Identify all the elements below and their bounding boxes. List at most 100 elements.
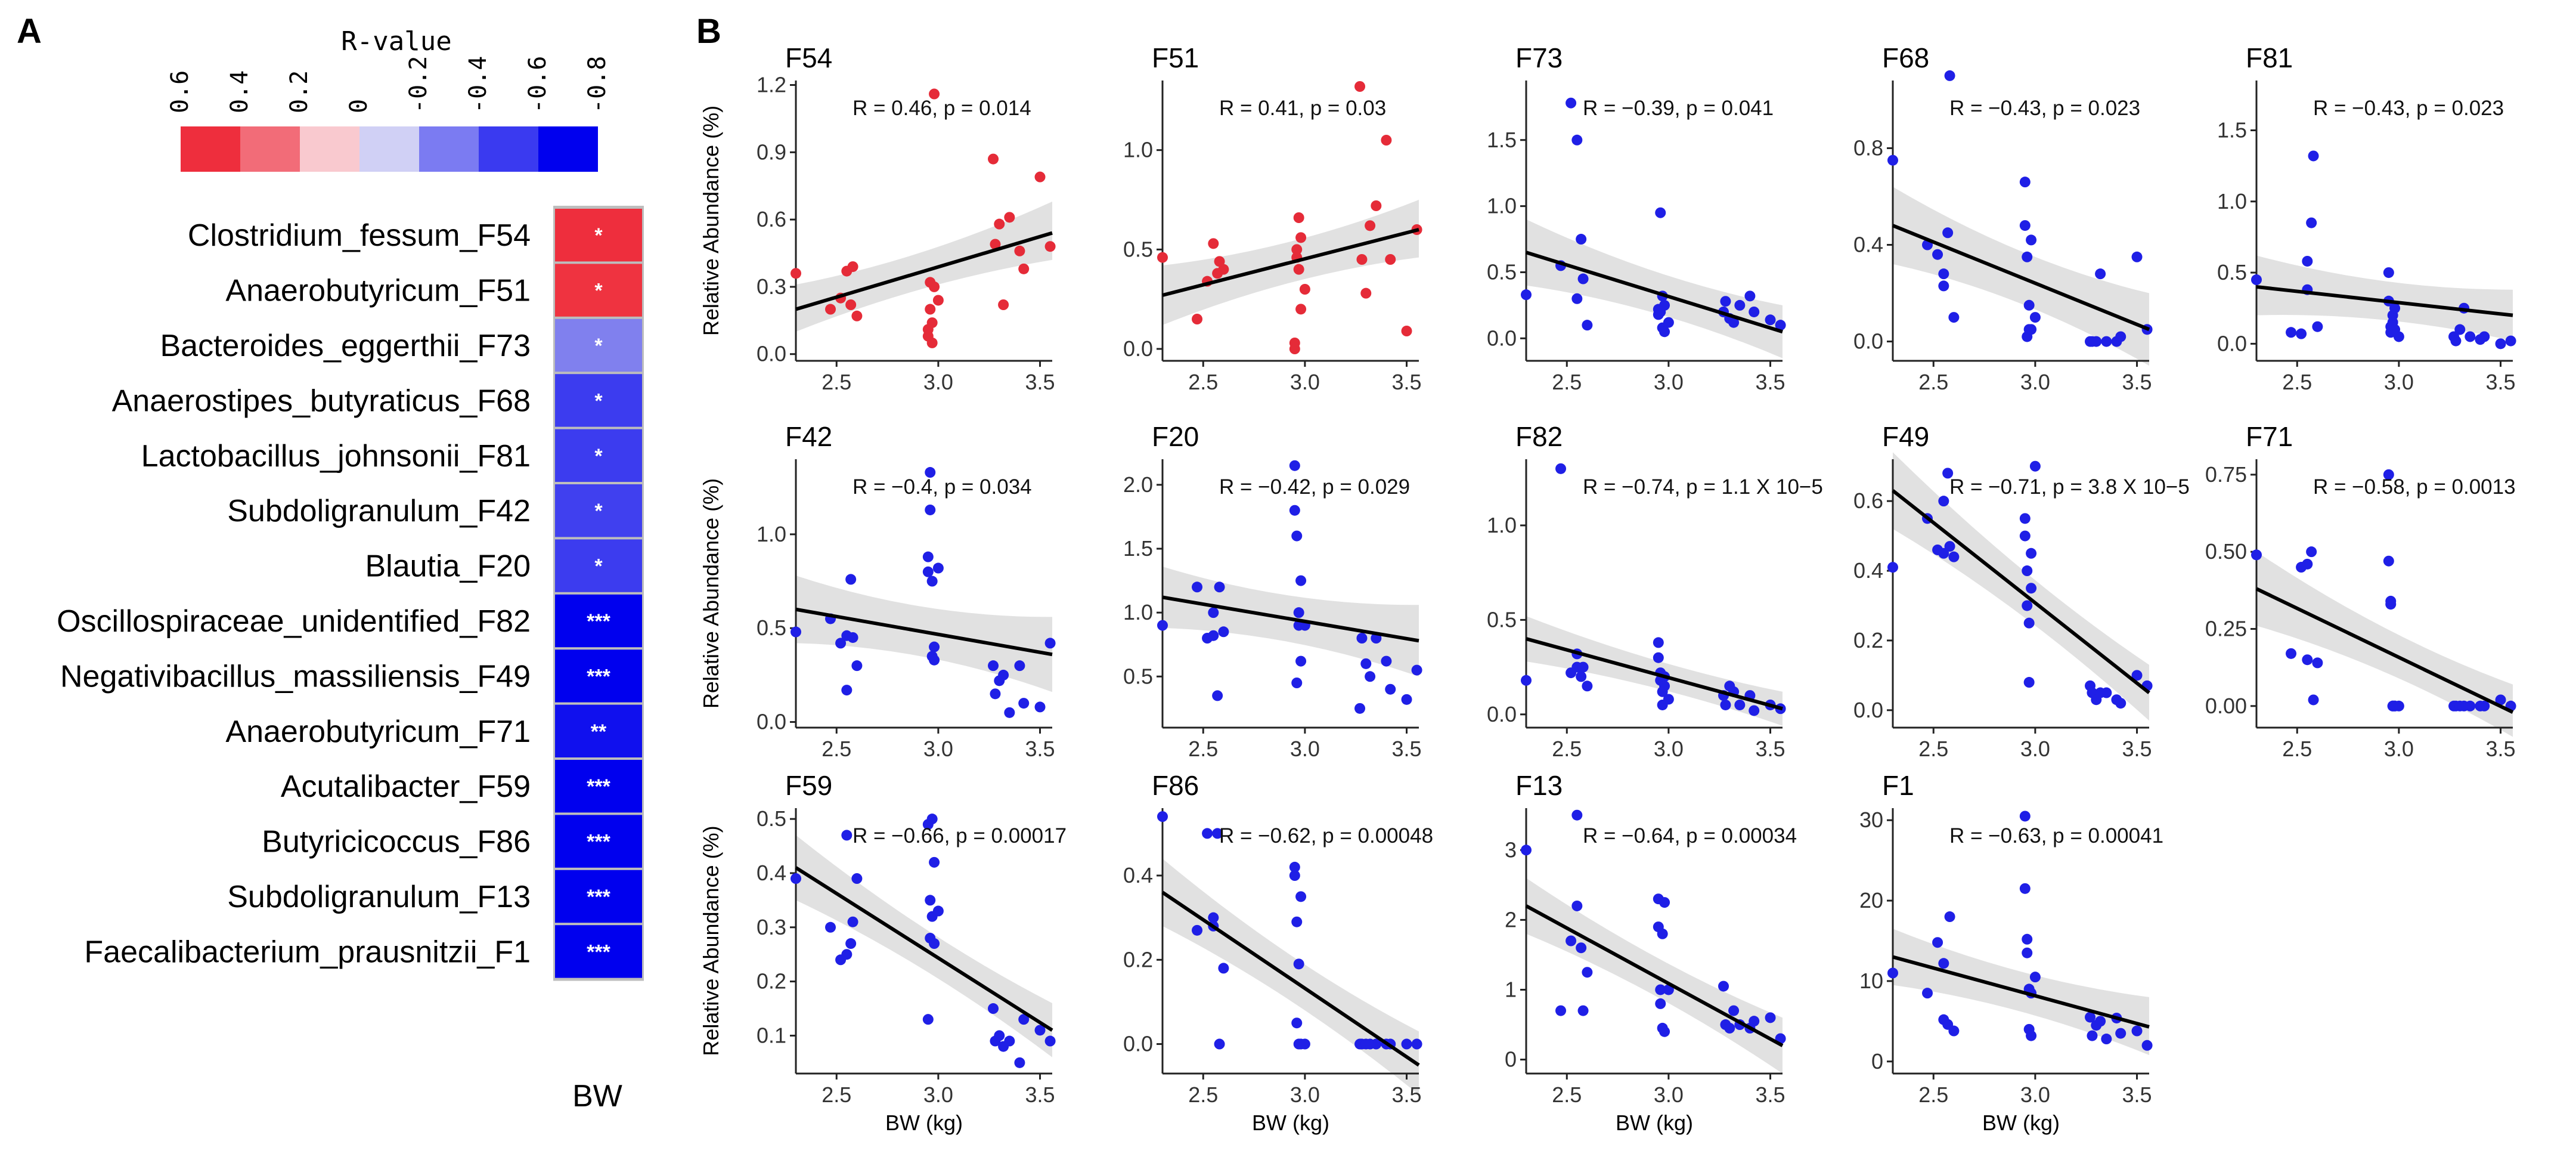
panel-title: F20: [1152, 421, 1199, 452]
y-tick-label: 1.0: [1123, 138, 1153, 162]
data-point: [990, 239, 1001, 250]
data-point: [847, 261, 858, 273]
y-tick-label: 0.5: [1487, 607, 1517, 632]
data-point: [1354, 81, 1366, 92]
regression-line: [1892, 489, 2150, 694]
data-point: [1887, 154, 1898, 166]
data-point: [1214, 256, 1225, 267]
data-point: [2115, 331, 2126, 342]
x-tick-label: 3.5: [1392, 737, 1422, 761]
y-tick-label: 0.50: [2205, 539, 2247, 564]
data-point: [2019, 513, 2031, 524]
data-point: [1385, 254, 1396, 265]
x-tick-label: 2.5: [2282, 370, 2312, 394]
correlation-stat: R = −0.43, p = 0.023: [2313, 97, 2504, 120]
data-point: [1663, 984, 1674, 995]
data-point: [2022, 251, 2033, 262]
y-tick-label: 0.4: [757, 861, 786, 885]
data-point: [929, 281, 940, 292]
correlation-stat: R = −0.43, p = 0.023: [1949, 97, 2140, 120]
x-tick-label: 3.5: [1756, 370, 1785, 394]
regression-line: [1892, 955, 2150, 1029]
correlation-stat: R = −0.4, p = 0.034: [853, 475, 1032, 499]
data-point: [2131, 670, 2143, 681]
heatmap-cell: [555, 318, 642, 372]
data-point: [1555, 463, 1567, 474]
data-point: [1566, 935, 1577, 947]
scatter-panel-F20: 0.5 1.0 1.5 2.0 2.5 3.0 3.5 F20 R = −0.42, p = 0…: [1123, 421, 1422, 761]
data-point: [2019, 811, 2031, 822]
heatmap-row-label: Anaerobutyricum_F71: [225, 714, 531, 749]
heatmap-cell: [555, 925, 642, 978]
x-tick-label: 3.5: [1025, 1082, 1055, 1107]
data-point: [1212, 690, 1223, 701]
data-point: [1653, 652, 1664, 663]
regression-line: [1526, 637, 1783, 711]
x-tick-label: 2.5: [1188, 1082, 1218, 1107]
x-tick-label: 2.5: [1918, 737, 1948, 761]
data-point: [1157, 811, 1168, 822]
data-point: [988, 1003, 999, 1014]
y-tick-label: 1.0: [1487, 513, 1517, 537]
regression-line: [1892, 224, 2150, 332]
data-point: [2141, 1040, 2153, 1051]
data-point: [1293, 958, 1304, 970]
significance-marker: ***: [587, 775, 610, 798]
confidence-band: [1526, 616, 1783, 726]
heatmap-cell: [555, 484, 642, 537]
x-tick-label: 2.5: [822, 370, 851, 394]
y-tick-label: 0.5: [1123, 664, 1153, 688]
confidence-band: [1526, 219, 1783, 358]
panel-title: F1: [1882, 770, 1914, 801]
data-point: [2505, 335, 2516, 347]
heatmap-cell: [555, 870, 642, 923]
data-point: [2019, 220, 2031, 231]
y-tick-label: 0.0: [1123, 1032, 1153, 1056]
data-point: [835, 638, 847, 649]
colorbar-ticks: 0.6 0.4 0.2 0 -0.2 -0.4 -0.6 -0.8: [166, 56, 611, 113]
confidence-band: [1163, 567, 1419, 677]
y-tick-label: 0.5: [2217, 260, 2247, 284]
x-tick-label: 3.0: [1654, 1082, 1684, 1107]
significance-marker: ***: [587, 831, 610, 853]
data-point: [851, 873, 863, 884]
data-point: [1004, 212, 1015, 223]
data-point: [929, 654, 940, 666]
y-tick-label: 0.4: [1853, 233, 1883, 257]
data-point: [1212, 828, 1223, 839]
data-point: [1192, 582, 1203, 593]
y-tick-label: 1.2: [757, 73, 786, 97]
y-tick-label: 0.25: [2205, 616, 2247, 641]
data-point: [1663, 694, 1674, 705]
data-point: [2087, 1030, 2098, 1041]
x-tick-label: 2.5: [1918, 1082, 1948, 1107]
data-point: [1291, 678, 1303, 688]
significance-marker: ***: [587, 886, 610, 908]
scatter-panel-F82: 0.0 0.5 1.0 2.5 3.0 3.5 F82 R = −0.74, p = 1.1 …: [1487, 421, 1823, 761]
regression-line: [1162, 595, 1419, 643]
y-tick-label: 0.0: [1487, 702, 1517, 726]
data-point: [2251, 274, 2262, 286]
data-point: [1887, 967, 1898, 979]
data-point: [2465, 700, 2476, 712]
y-axis-title: Relative Abundance (%): [699, 478, 723, 709]
y-tick-label: 0: [1871, 1049, 1883, 1074]
data-point: [1576, 234, 1587, 245]
data-point: [1653, 637, 1664, 648]
data-point: [2101, 687, 2112, 698]
scatter-panel-F49: 0.0 0.2 0.4 0.6 2.5 3.0 3.5 F49 R = −0.71, p = 3…: [1853, 421, 2190, 761]
data-point: [2115, 698, 2126, 709]
data-point: [988, 153, 999, 165]
x-axis-title: BW (kg): [1252, 1111, 1329, 1135]
data-point: [2029, 972, 2041, 983]
data-point: [1944, 70, 1955, 81]
data-point: [791, 626, 801, 638]
data-point: [1734, 699, 1746, 710]
data-point: [1295, 304, 1307, 315]
x-tick-label: 3.5: [2486, 370, 2516, 394]
x-tick-label: 3.0: [1290, 737, 1320, 761]
data-point: [1582, 681, 1593, 692]
colorbar-tick-label: -0.6: [524, 56, 551, 113]
data-point: [1922, 988, 1933, 999]
y-tick-label: 0.4: [1123, 863, 1153, 887]
